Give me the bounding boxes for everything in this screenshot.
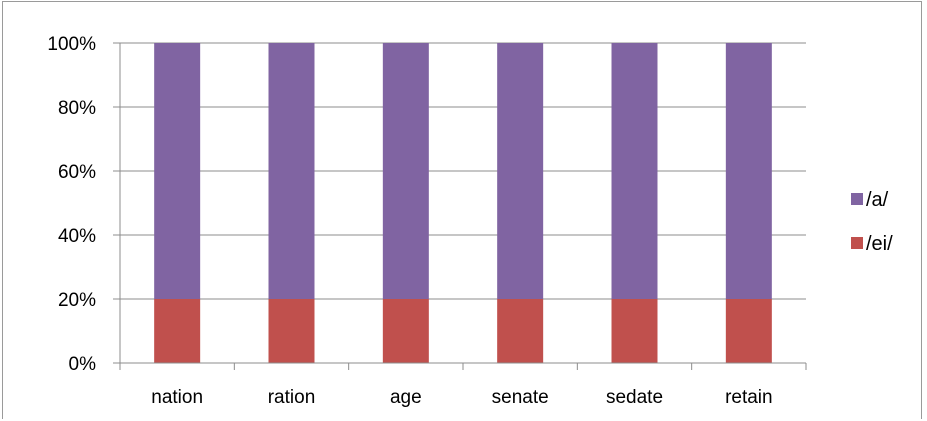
bar-segment	[154, 299, 201, 363]
x-tick-label: age	[390, 387, 422, 408]
x-tick-label: ration	[268, 387, 316, 408]
bar-segment	[382, 43, 429, 299]
bar-segment	[611, 299, 658, 363]
legend-label: /ei/	[866, 233, 893, 255]
legend-label: /a/	[866, 189, 889, 211]
bar-segment	[268, 43, 315, 299]
x-tick-label: nation	[151, 387, 203, 408]
bar-segment	[725, 299, 772, 363]
bar-segment	[497, 43, 544, 299]
y-tick-label: 0%	[69, 354, 97, 375]
y-tick-label: 40%	[58, 226, 96, 247]
y-tick-label: 80%	[58, 98, 96, 119]
bar-segment	[611, 43, 658, 299]
bar-segment	[497, 299, 544, 363]
y-tick-label: 100%	[47, 34, 96, 55]
bar-segment	[268, 299, 315, 363]
x-tick-label: senate	[492, 387, 549, 408]
legend-swatch	[851, 193, 863, 205]
y-tick-label: 60%	[58, 162, 96, 183]
legend-swatch	[851, 237, 863, 249]
bar-segment	[725, 43, 772, 299]
y-tick-label: 20%	[58, 290, 96, 311]
bar-segment	[382, 299, 429, 363]
x-tick-label: retain	[725, 387, 773, 408]
bar-segment	[154, 43, 201, 299]
x-tick-label: sedate	[606, 387, 663, 408]
